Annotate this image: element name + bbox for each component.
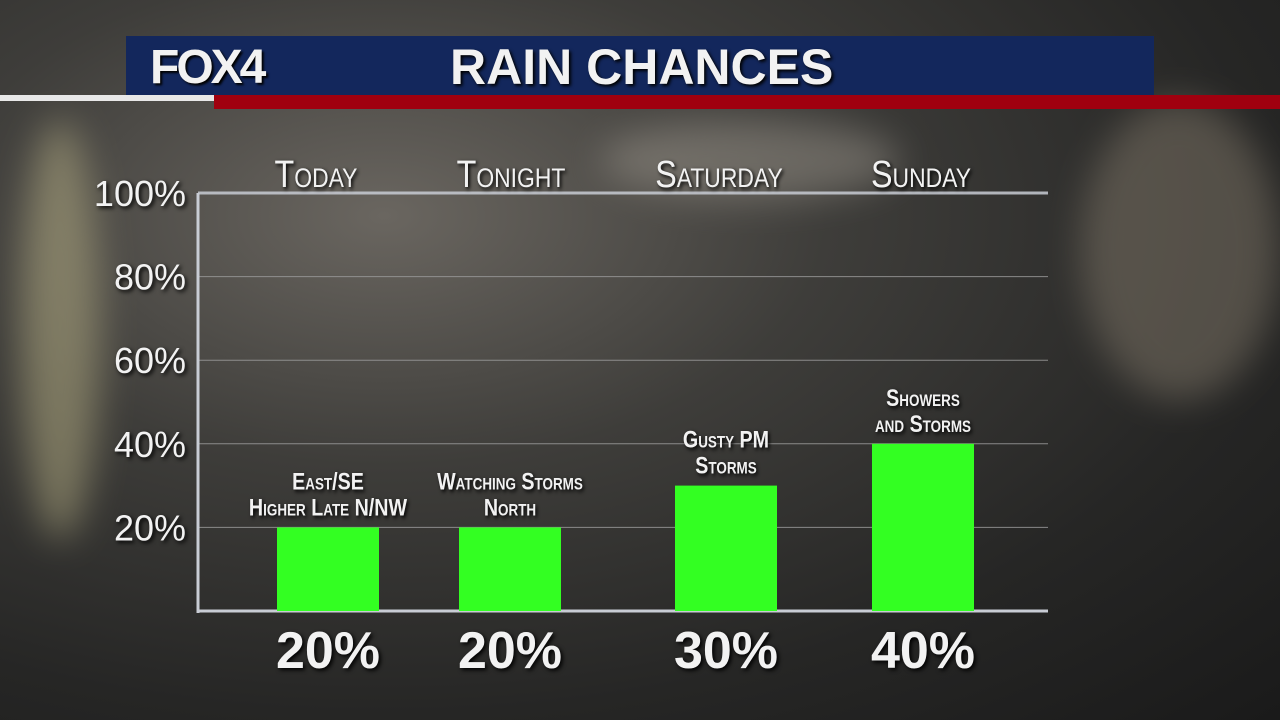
- y-tick-label: 20%: [114, 507, 186, 548]
- header-banner: [126, 36, 1154, 95]
- bar-annotation: Storms: [695, 452, 756, 479]
- y-tick-label: 100%: [94, 173, 186, 214]
- category-label: Tonight: [457, 154, 566, 196]
- fox4-logo: FOX4: [150, 41, 266, 94]
- value-label: 40%: [871, 622, 975, 680]
- y-tick-label: 60%: [114, 340, 186, 381]
- background-light: [600, 120, 900, 200]
- value-label: 20%: [458, 622, 562, 680]
- page-title: RAIN CHANCES: [450, 39, 834, 95]
- category-label: Saturday: [655, 154, 783, 196]
- header-white-stripe: [0, 95, 214, 101]
- y-tick-label: 40%: [114, 424, 186, 465]
- bar-annotation: Watching Storms: [437, 468, 583, 495]
- bar-annotation: East/SE: [292, 468, 364, 495]
- background-light: [1080, 100, 1280, 400]
- bar-annotation: Higher Late N/NW: [249, 494, 407, 521]
- value-label: 20%: [276, 622, 380, 680]
- bar-today: [277, 527, 379, 611]
- value-label: 30%: [674, 622, 778, 680]
- bar-tonight: [459, 527, 561, 611]
- bar-annotation: North: [484, 494, 536, 521]
- y-tick-label: 80%: [114, 257, 186, 298]
- category-label: Today: [275, 154, 358, 196]
- bar-sunday: [872, 443, 974, 611]
- bar-annotation: Gusty PM: [683, 426, 769, 453]
- header-red-stripe: [214, 95, 1280, 109]
- bar-annotation: Showers: [886, 384, 960, 411]
- bar-annotation: and Storms: [875, 410, 971, 437]
- background-light: [20, 120, 100, 540]
- category-label: Sunday: [871, 154, 971, 196]
- bar-saturday: [675, 485, 777, 611]
